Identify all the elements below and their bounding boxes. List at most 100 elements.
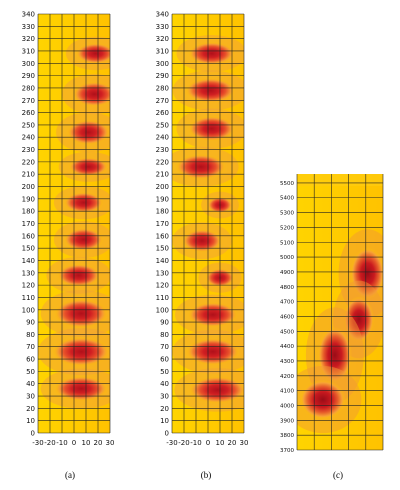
- y-tick-label: 50: [160, 368, 169, 376]
- y-tick-label: 4100: [280, 389, 294, 395]
- y-tick-label: 170: [156, 220, 169, 228]
- y-tick-label: 150: [156, 245, 169, 253]
- y-tick-label: 80: [26, 331, 35, 339]
- heatmap-hotspot: [63, 192, 104, 214]
- caption-b: (b): [200, 470, 212, 480]
- y-tick-label: 100: [22, 306, 35, 314]
- x-tick-label: -30: [32, 439, 43, 447]
- y-tick-label: 210: [22, 171, 35, 179]
- y-tick-label: 190: [156, 195, 169, 203]
- y-tick-label: 4600: [280, 314, 294, 320]
- y-tick-label: 160: [156, 232, 169, 240]
- y-tick-label: 250: [156, 121, 169, 129]
- heatmap-hotspot: [63, 227, 104, 252]
- x-tick-label: 20: [94, 439, 103, 447]
- y-tick-label: 20: [160, 405, 169, 413]
- x-tick-label: 30: [240, 439, 249, 447]
- y-tick-label: 140: [22, 257, 35, 265]
- y-tick-label: 320: [156, 35, 169, 43]
- heatmap-hotspot: [187, 302, 238, 328]
- y-tick-label: 80: [160, 331, 169, 339]
- x-tick-label: 0: [72, 439, 76, 447]
- y-tick-label: 60: [26, 356, 35, 364]
- y-tick-label: 130: [156, 269, 169, 277]
- heatmap-hotspot: [188, 376, 244, 404]
- y-tick-label: 130: [22, 269, 35, 277]
- y-tick-label: 5400: [280, 196, 294, 202]
- y-tick-label: 3700: [280, 448, 294, 454]
- y-tick-label: 230: [22, 146, 35, 154]
- y-tick-label: 30: [160, 393, 169, 401]
- heatmap-hotspot: [185, 77, 236, 103]
- y-tick-label: 220: [22, 158, 35, 166]
- y-tick-label: 340: [156, 11, 169, 19]
- y-tick-label: 260: [156, 109, 169, 117]
- y-tick-label: 4400: [280, 344, 294, 350]
- x-tick-label: -10: [56, 439, 67, 447]
- y-tick-label: 40: [160, 380, 169, 388]
- y-tick-label: 3900: [280, 418, 294, 424]
- y-tick-label: 240: [156, 134, 169, 142]
- y-tick-label: 90: [160, 319, 169, 327]
- heatmap-band: [297, 174, 383, 186]
- y-tick-label: 290: [156, 72, 169, 80]
- y-tick-label: 180: [22, 208, 35, 216]
- heatmap-hotspot: [57, 263, 101, 287]
- y-tick-label: 120: [22, 282, 35, 290]
- y-tick-label: 10: [160, 417, 169, 425]
- y-tick-label: 90: [26, 319, 35, 327]
- y-tick-label: 5000: [280, 255, 294, 261]
- heatmap-hotspot: [54, 298, 109, 329]
- y-tick-label: 40: [26, 380, 35, 388]
- y-tick-label: 250: [22, 121, 35, 129]
- y-tick-label: 4900: [280, 270, 294, 276]
- y-tick-label: 220: [156, 158, 169, 166]
- heatmap-panel-c: 5500 5400 5300 5200 5100 5000 4900 4800 4700 4600…: [280, 174, 384, 454]
- x-tick-label: -10: [190, 439, 201, 447]
- heatmap-hotspot: [188, 116, 236, 142]
- x-tick-label: 20: [228, 439, 237, 447]
- y-tick-label: 260: [22, 109, 35, 117]
- y-tick-label: 110: [22, 294, 35, 302]
- x-tick-label: 30: [106, 439, 115, 447]
- y-tick-label: 20: [26, 405, 35, 413]
- y-tick-label: 70: [26, 343, 35, 351]
- y-tick-label: 300: [156, 60, 169, 68]
- caption-c: (c): [333, 470, 343, 480]
- y-tick-label: 4200: [280, 374, 294, 380]
- y-tick-label: 50: [26, 368, 35, 376]
- y-tick-label: 290: [22, 72, 35, 80]
- y-tick-label: 240: [22, 134, 35, 142]
- y-tick-label: 310: [156, 47, 169, 55]
- heatmap-hotspot: [66, 119, 110, 145]
- y-tick-label: 10: [26, 417, 35, 425]
- y-tick-label: 230: [156, 146, 169, 154]
- y-tick-label: 30: [26, 393, 35, 401]
- y-tick-label: 4500: [280, 329, 294, 335]
- heatmap-panel-a: 3403303203103002902802702602502402302202…: [22, 11, 115, 448]
- y-tick-label: 0: [165, 430, 169, 438]
- y-tick-label: 140: [156, 257, 169, 265]
- y-tick-label: 280: [22, 84, 35, 92]
- y-tick-label: 330: [156, 23, 169, 31]
- y-tick-label: 120: [156, 282, 169, 290]
- y-tick-label: 340: [22, 11, 35, 19]
- y-tick-label: 270: [156, 97, 169, 105]
- y-tick-label: 100: [156, 306, 169, 314]
- heatmap-hotspot: [185, 338, 240, 366]
- y-tick-label: 4700: [280, 300, 294, 306]
- y-tick-label: 280: [156, 84, 169, 92]
- y-tick-label: 160: [22, 232, 35, 240]
- y-tick-label: 200: [156, 183, 169, 191]
- caption-a: (a): [65, 470, 75, 480]
- x-tick-label: 0: [206, 439, 210, 447]
- y-tick-label: 200: [22, 183, 35, 191]
- heatmap-hotspot: [72, 81, 110, 107]
- heatmap-hotspot: [300, 379, 346, 420]
- y-tick-label: 0: [31, 430, 35, 438]
- x-tick-label: -20: [44, 439, 55, 447]
- heatmap-hotspot: [175, 154, 226, 180]
- heatmap-panel-b: 3403303203103002902802702602502402302202…: [156, 11, 249, 448]
- heatmap-hotspot: [68, 157, 109, 177]
